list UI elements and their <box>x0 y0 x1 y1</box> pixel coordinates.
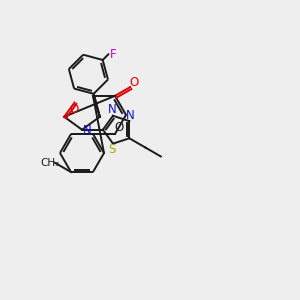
Text: N: N <box>126 109 135 122</box>
Text: N: N <box>82 124 91 137</box>
Text: O: O <box>130 76 139 88</box>
Text: O: O <box>114 122 124 134</box>
Text: S: S <box>108 143 116 156</box>
Text: N: N <box>108 103 116 116</box>
Text: F: F <box>110 48 117 61</box>
Text: O: O <box>69 103 78 116</box>
Text: CH₃: CH₃ <box>40 158 59 168</box>
